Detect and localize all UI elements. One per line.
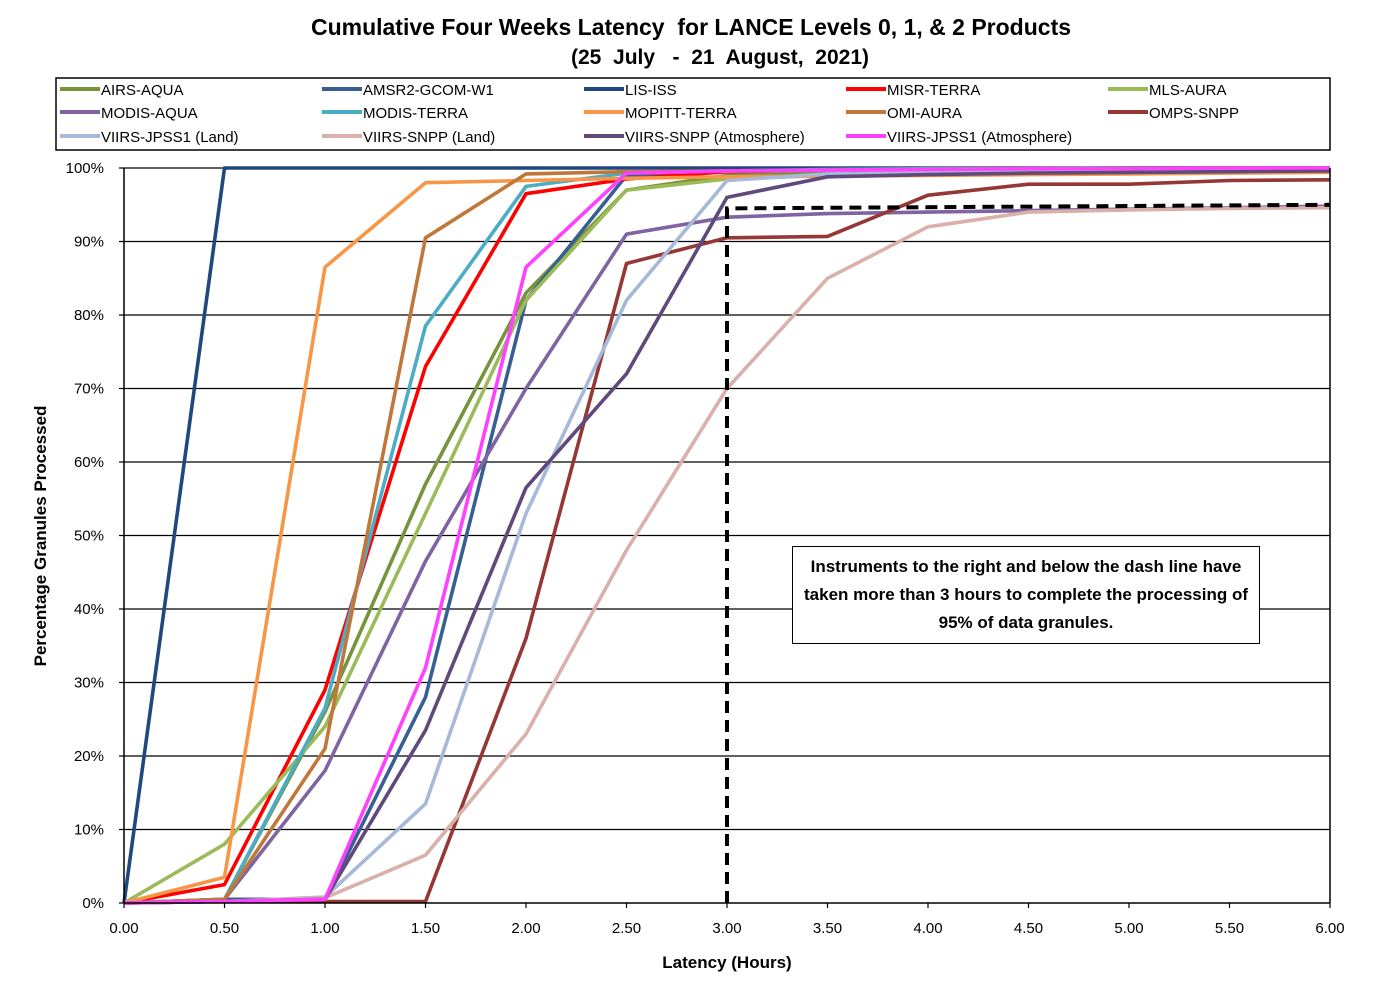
y-tick-label: 90% [74,234,104,251]
legend: AIRS-AQUA AMSR2-GCOM-W1 LIS-ISS MISR-TERRA M… [60,82,1239,146]
x-tick-label: 5.00 [1114,920,1143,937]
y-tick-labels: 0% 10% 20% 30% 40% 50% 60% 70% 80% 90% 100% [66,160,104,912]
series-line-viirs-jpss1-atmosphere [123,166,1330,905]
legend-label: AMSR2-GCOM-W1 [363,82,494,99]
x-tick-label: 0.50 [210,920,239,937]
annotation-box: Instruments to the right and below the d… [792,546,1260,644]
x-tick-label: 1.00 [310,920,339,937]
y-tick-label: 80% [74,307,104,324]
legend-label: AIRS-AQUA [101,82,184,99]
legend-label: MLS-AURA [1149,82,1227,99]
x-tick-label: 3.00 [712,920,741,937]
y-tick-label: 10% [74,822,104,839]
legend-label: VIIRS-JPSS1 (Land) [101,129,239,146]
legend-label: MODIS-TERRA [363,105,468,122]
legend-label: OMI-AURA [887,105,962,122]
legend-label: VIIRS-JPSS1 (Atmosphere) [887,129,1072,146]
x-tick-label: 1.50 [411,920,440,937]
x-tick-label: 2.00 [511,920,540,937]
y-tick-label: 20% [74,748,104,765]
x-tick-labels: 0.00 0.50 1.00 1.50 2.00 2.50 3.00 3.50 4.00 4.50… [109,920,1344,937]
chart-subtitle: (25 July - 21 August, 2021) [571,46,869,69]
axes [119,167,1331,908]
x-tick-label: 2.50 [612,920,641,937]
legend-label: MODIS-AQUA [101,105,198,122]
x-tick-label: 3.50 [813,920,842,937]
y-tick-label: 70% [74,381,104,398]
chart-title: Cumulative Four Weeks Latency for LANCE … [311,14,1071,40]
annotation-text: Instruments to the right and below the d… [804,557,1248,632]
y-tick-label: 100% [66,160,104,177]
y-tick-label: 50% [74,528,104,545]
threshold-line [725,202,1331,903]
legend-label: VIIRS-SNPP (Land) [363,129,495,146]
legend-label: VIIRS-SNPP (Atmosphere) [625,129,805,146]
x-tick-label: 4.00 [913,920,942,937]
x-axis-label: Latency (Hours) [662,953,791,972]
grid-lines [124,167,1330,831]
x-tick-label: 5.50 [1215,920,1244,937]
y-axis-label: Percentage Granules Processed [31,406,50,667]
x-tick-label: 0.00 [109,920,138,937]
y-tick-label: 40% [74,601,104,618]
threshold-dash-line [725,202,1331,903]
y-tick-label: 0% [82,895,104,912]
legend-label: MISR-TERRA [887,82,980,99]
x-tick-label: 4.50 [1014,920,1043,937]
x-tick-label: 6.00 [1315,920,1344,937]
y-tick-label: 60% [74,454,104,471]
legend-label: OMPS-SNPP [1149,105,1239,122]
y-tick-label: 30% [74,675,104,692]
legend-label: LIS-ISS [625,82,677,99]
legend-label: MOPITT-TERRA [625,105,737,122]
